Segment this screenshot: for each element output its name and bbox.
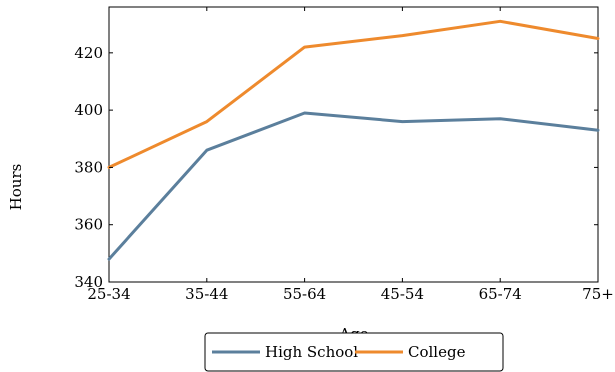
x-tick-label: 65-74 <box>479 285 522 303</box>
y-tick-label: 380 <box>74 158 103 176</box>
legend-box <box>204 332 504 372</box>
plot-area <box>108 6 599 283</box>
x-tick-label: 45-54 <box>381 285 424 303</box>
series-layer <box>107 19 600 261</box>
x-tick-label: 55-64 <box>283 285 326 303</box>
legend-label-high-school: High School <box>265 343 358 361</box>
y-tick-label: 420 <box>74 44 103 62</box>
x-axis-ticks: 25-34 35-44 55-64 45-54 65-74 75+ <box>87 7 614 303</box>
plot-frame <box>108 6 599 283</box>
y-axis-label: Hours <box>7 164 25 211</box>
series-line-college <box>107 19 600 169</box>
series-line-high-school <box>107 111 600 261</box>
legend: High School College <box>204 332 504 372</box>
y-tick-label: 360 <box>74 216 103 234</box>
y-axis-ticks: 340 360 380 400 420 <box>74 44 598 291</box>
x-tick-label: 75+ <box>582 285 614 303</box>
x-tick-label: 35-44 <box>185 285 228 303</box>
y-tick-label: 340 <box>74 273 103 291</box>
legend-label-college: College <box>408 343 466 361</box>
y-tick-label: 400 <box>74 101 103 119</box>
x-tick-label: 25-34 <box>87 285 130 303</box>
